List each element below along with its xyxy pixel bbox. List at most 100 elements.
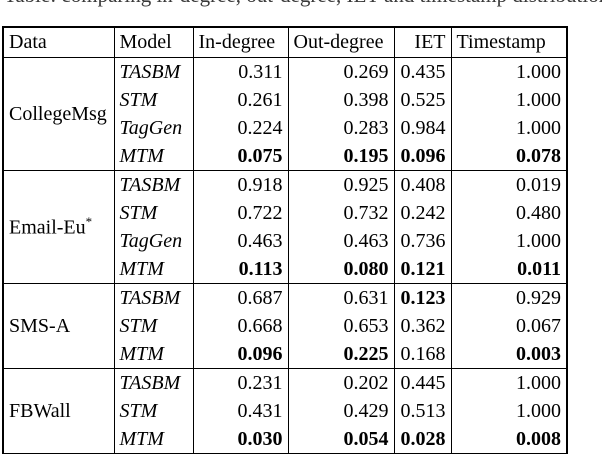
column-header-data: Data — [2, 27, 115, 58]
dataset-group-smsa: SMS-A TASBM 0.687 0.631 0.123 0.929 STM 0.668 0.… — [2, 283, 568, 369]
model-name-cell: TASBM — [113, 283, 194, 312]
value-cell: 0.668 — [192, 312, 289, 340]
value-cell: 0.463 — [192, 227, 289, 255]
value-cell: 0.513 — [393, 397, 452, 425]
dataset-name-cell: FBWall — [2, 368, 115, 454]
table-row: TagGen 0.224 0.283 0.984 1.000 — [3, 114, 568, 142]
value-cell: 0.030 — [192, 425, 289, 454]
value-cell: 0.231 — [192, 368, 289, 397]
value-cell: 0.261 — [192, 86, 289, 114]
value-cell: 0.075 — [192, 142, 289, 171]
dataset-name-cell: SMS-A — [2, 283, 115, 369]
value-cell: 1.000 — [450, 227, 568, 255]
value-cell: 1.000 — [450, 114, 568, 142]
value-cell: 0.525 — [393, 86, 452, 114]
table-row: Email-Eu* TASBM 0.918 0.925 0.408 0.019 — [2, 170, 568, 284]
model-name-cell: STM — [113, 199, 194, 227]
table-row: MTM 0.075 0.195 0.096 0.078 — [3, 142, 568, 171]
value-cell: 0.242 — [393, 199, 452, 227]
dataset-group-emaileu: Email-Eu* TASBM 0.918 0.925 0.408 0.019 STM 0.7… — [2, 170, 568, 284]
value-cell: 0.123 — [393, 283, 452, 312]
value-cell: 0.008 — [450, 425, 568, 454]
value-cell: 0.202 — [287, 368, 395, 397]
asterisk-marker: * — [85, 214, 93, 230]
value-cell: 0.224 — [192, 114, 289, 142]
column-header-iet: IET — [393, 27, 452, 58]
value-cell: 0.653 — [287, 312, 395, 340]
value-cell: 0.113 — [192, 255, 289, 284]
model-name-cell: STM — [113, 86, 194, 114]
value-cell: 0.362 — [393, 312, 452, 340]
value-cell: 0.480 — [450, 199, 568, 227]
table-row: CollegeMsg TASBM 0.311 0.269 0.435 1.000 — [2, 57, 568, 171]
value-cell: 0.168 — [393, 340, 452, 369]
dataset-name-cell: Email-Eu* — [2, 170, 115, 284]
table-row: MTM 0.030 0.054 0.028 0.008 — [3, 425, 568, 454]
dataset-group-collegemsg: CollegeMsg TASBM 0.311 0.269 0.435 1.000 STM 0.… — [2, 57, 568, 171]
value-cell: 0.925 — [287, 170, 395, 199]
value-cell: 0.003 — [450, 340, 568, 369]
model-name-cell: STM — [113, 312, 194, 340]
table-header-row: Data Model In-degree Out-degree IET Timestamp — [2, 27, 568, 58]
model-name-cell: TASBM — [113, 368, 194, 397]
value-cell: 0.631 — [287, 283, 395, 312]
column-header-in-degree: In-degree — [192, 27, 289, 58]
value-cell: 0.028 — [393, 425, 452, 454]
table-row: TagGen 0.463 0.463 0.736 1.000 — [3, 227, 568, 255]
model-name-cell: TASBM — [113, 170, 194, 199]
value-cell: 0.011 — [450, 255, 568, 284]
value-cell: 0.984 — [393, 114, 452, 142]
value-cell: 0.732 — [287, 199, 395, 227]
model-name-cell: MTM — [113, 142, 194, 171]
value-cell: 0.687 — [192, 283, 289, 312]
value-cell: 0.429 — [287, 397, 395, 425]
table-row: MTM 0.096 0.225 0.168 0.003 — [3, 340, 568, 369]
model-name-cell: STM — [113, 397, 194, 425]
table-row: STM 0.261 0.398 0.525 1.000 — [3, 86, 568, 114]
value-cell: 0.736 — [393, 227, 452, 255]
value-cell: 0.398 — [287, 86, 395, 114]
value-cell: 0.096 — [192, 340, 289, 369]
column-header-timestamp: Timestamp — [450, 27, 568, 58]
dataset-name-cell: CollegeMsg — [2, 57, 115, 171]
value-cell: 1.000 — [450, 57, 568, 86]
dataset-group-fbwall: FBWall TASBM 0.231 0.202 0.445 1.000 STM 0.431 0… — [2, 368, 568, 454]
value-cell: 0.918 — [192, 170, 289, 199]
value-cell: 0.283 — [287, 114, 395, 142]
value-cell: 0.435 — [393, 57, 452, 86]
value-cell: 1.000 — [450, 397, 568, 425]
value-cell: 1.000 — [450, 86, 568, 114]
value-cell: 0.929 — [450, 283, 568, 312]
model-name-cell: TagGen — [113, 227, 194, 255]
model-name-cell: TagGen — [113, 114, 194, 142]
value-cell: 1.000 — [450, 368, 568, 397]
column-header-out-degree: Out-degree — [287, 27, 395, 58]
table-row: FBWall TASBM 0.231 0.202 0.445 1.000 — [2, 368, 568, 454]
value-cell: 0.311 — [192, 57, 289, 86]
table-row: STM 0.431 0.429 0.513 1.000 — [3, 397, 568, 425]
model-name-cell: TASBM — [113, 57, 194, 86]
value-cell: 0.067 — [450, 312, 568, 340]
value-cell: 0.195 — [287, 142, 395, 171]
table-caption-clipped: Table: comparing in-degree, out-degree, … — [0, 0, 602, 26]
table-row: STM 0.668 0.653 0.362 0.067 — [3, 312, 568, 340]
value-cell: 0.225 — [287, 340, 395, 369]
table-row: STM 0.722 0.732 0.242 0.480 — [3, 199, 568, 227]
model-name-cell: MTM — [113, 255, 194, 284]
value-cell: 0.078 — [450, 142, 568, 171]
table-caption-text: Table: comparing in-degree, out-degree, … — [4, 0, 602, 8]
value-cell: 0.431 — [192, 397, 289, 425]
table-row: SMS-A TASBM 0.687 0.631 0.123 0.929 — [2, 283, 568, 369]
value-cell: 0.121 — [393, 255, 452, 284]
table-row: MTM 0.113 0.080 0.121 0.011 — [3, 255, 568, 284]
value-cell: 0.096 — [393, 142, 452, 171]
results-table: Data Model In-degree Out-degree IET Timestamp… — [2, 26, 568, 454]
column-header-model: Model — [113, 27, 194, 58]
value-cell: 0.408 — [393, 170, 452, 199]
value-cell: 0.269 — [287, 57, 395, 86]
value-cell: 0.080 — [287, 255, 395, 284]
value-cell: 0.463 — [287, 227, 395, 255]
model-name-cell: MTM — [113, 340, 194, 369]
value-cell: 0.445 — [393, 368, 452, 397]
